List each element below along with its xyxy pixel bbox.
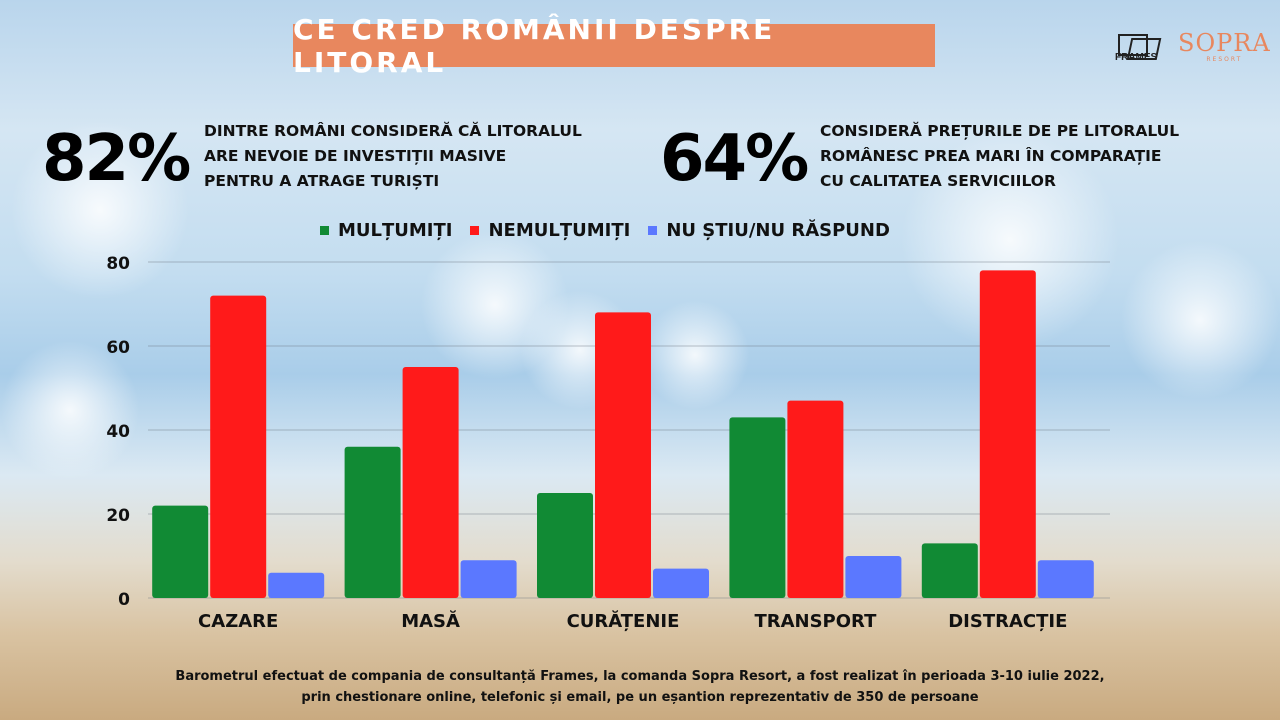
bar bbox=[921, 543, 978, 598]
sopra-logo-text: SOPRA bbox=[1178, 29, 1271, 57]
stat-line: CU CALITATEA SERVICIILOR bbox=[820, 172, 1056, 190]
chart-legend: MULȚUMIȚI NEMULȚUMIȚI NU ȘTIU/NU RĂSPUND bbox=[320, 220, 890, 241]
frame-shape bbox=[1118, 34, 1148, 56]
y-tick-label: 20 bbox=[106, 506, 130, 526]
bar bbox=[845, 556, 902, 598]
stat-line: CONSIDERĂ PREȚURILE DE PE LITORALUL bbox=[820, 122, 1180, 140]
y-tick-label: 60 bbox=[106, 338, 130, 358]
x-category-label: CAZARE bbox=[198, 611, 278, 632]
footnote: Barometrul efectuat de compania de consu… bbox=[0, 666, 1280, 708]
y-tick-label: 80 bbox=[106, 254, 130, 274]
stat-value-investments: 82% bbox=[42, 122, 191, 196]
legend-item-satisfied: MULȚUMIȚI bbox=[320, 220, 452, 241]
stat-value-prices: 64% bbox=[660, 122, 809, 196]
bar bbox=[460, 560, 517, 598]
x-category-label: CURĂȚENIE bbox=[567, 610, 680, 632]
x-category-label: DISTRACȚIE bbox=[948, 611, 1067, 632]
stat-text-prices: CONSIDERĂ PREȚURILE DE PE LITORALUL ROMÂ… bbox=[820, 119, 1179, 194]
stat-line: PENTRU A ATRAGE TURIȘTI bbox=[204, 172, 440, 190]
stat-line: ARE NEVOIE DE INVESTIȚII MASIVE bbox=[204, 147, 507, 165]
frames-logo: FRAMES bbox=[1115, 32, 1162, 64]
frames-logo-text: FRAMES bbox=[1115, 52, 1158, 63]
stat-line: DINTRE ROMÂNI CONSIDERĂ CĂ LITORALUL bbox=[204, 122, 582, 140]
stat-text-investments: DINTRE ROMÂNI CONSIDERĂ CĂ LITORALUL ARE… bbox=[204, 119, 582, 194]
legend-label: NEMULȚUMIȚI bbox=[488, 220, 631, 241]
y-tick-label: 0 bbox=[118, 590, 130, 610]
footnote-line: Barometrul efectuat de compania de consu… bbox=[175, 669, 1105, 684]
bar bbox=[152, 505, 209, 598]
sopra-logo-subtext: RESORT bbox=[1206, 56, 1243, 63]
sopra-logo: SOPRA RESORT bbox=[1178, 30, 1271, 63]
x-category-label: MASĂ bbox=[401, 610, 460, 632]
y-tick-label: 40 bbox=[106, 422, 130, 442]
legend-item-dont-know: NU ȘTIU/NU RĂSPUND bbox=[648, 220, 890, 241]
bar bbox=[653, 568, 709, 598]
bar bbox=[729, 417, 786, 598]
bar bbox=[210, 295, 267, 598]
bar bbox=[979, 270, 1036, 598]
bar bbox=[595, 312, 651, 598]
stat-line: ROMÂNESC PREA MARI ÎN COMPARAȚIE bbox=[820, 147, 1162, 165]
bar bbox=[344, 446, 401, 598]
x-category-label: TRANSPORT bbox=[754, 611, 877, 632]
footnote-line: prin chestionare online, telefonic și em… bbox=[301, 690, 979, 705]
legend-swatch bbox=[320, 226, 329, 235]
legend-item-dissatisfied: NEMULȚUMIȚI bbox=[470, 220, 630, 241]
legend-swatch bbox=[648, 226, 658, 235]
bar bbox=[402, 367, 459, 598]
bar bbox=[537, 493, 593, 598]
bar bbox=[1037, 560, 1094, 598]
legend-swatch bbox=[470, 226, 480, 235]
bar bbox=[787, 400, 844, 598]
legend-label: NU ȘTIU/NU RĂSPUND bbox=[666, 220, 890, 241]
bar bbox=[268, 572, 325, 598]
legend-label: MULȚUMIȚI bbox=[338, 220, 453, 241]
